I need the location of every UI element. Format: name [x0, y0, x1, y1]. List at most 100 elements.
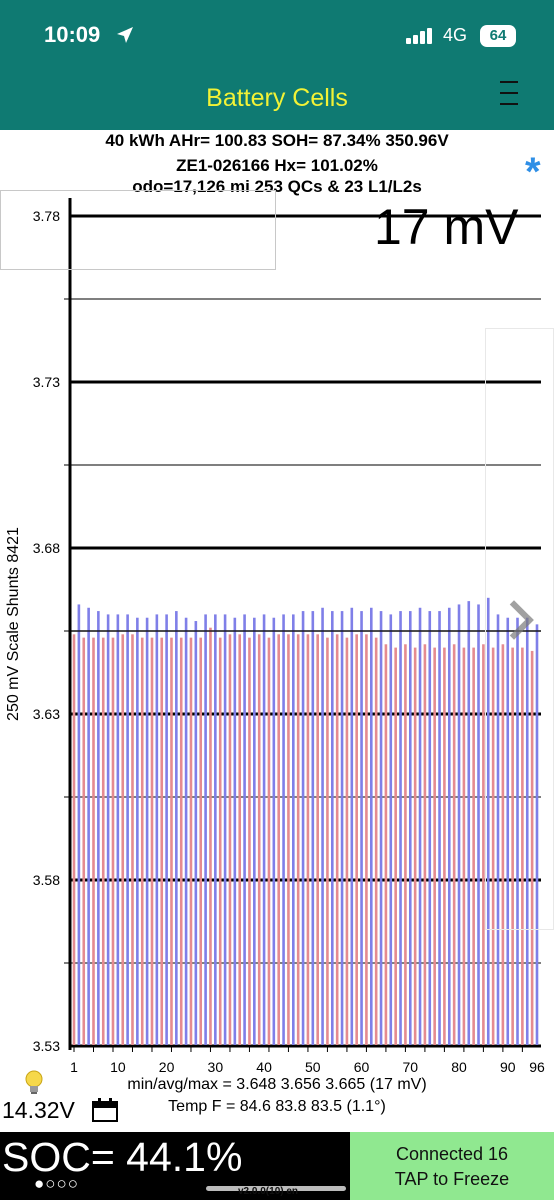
- cell-bar-51: [316, 634, 319, 1046]
- cell-bar-91: [511, 647, 514, 1046]
- menu-icon[interactable]: [498, 77, 522, 109]
- cell-bar-2: [77, 604, 81, 1046]
- cell-bar-3: [82, 637, 86, 1046]
- x-tick-label: 40: [256, 1059, 272, 1075]
- x-tick-label: 1: [70, 1059, 78, 1075]
- cell-bar-19: [160, 637, 164, 1046]
- cell-bar-21: [170, 637, 173, 1046]
- cell-bar-80: [457, 604, 461, 1046]
- x-tick-label: 20: [159, 1059, 175, 1075]
- cell-bar-24: [184, 617, 188, 1046]
- cell-bar-15: [140, 637, 144, 1046]
- cell-bar-6: [97, 611, 100, 1046]
- cell-bar-70: [408, 611, 412, 1046]
- cell-bar-28: [204, 614, 207, 1046]
- cell-bar-32: [223, 614, 227, 1046]
- cell-bar-63: [374, 637, 378, 1046]
- cell-bar-36: [243, 614, 246, 1046]
- cell-bar-96: [535, 624, 539, 1046]
- cell-bar-22: [175, 611, 178, 1046]
- cell-bar-48: [301, 611, 305, 1046]
- cell-bar-49: [306, 634, 310, 1046]
- x-tick-label: 60: [354, 1059, 370, 1075]
- home-indicator[interactable]: [206, 1186, 346, 1191]
- lightbulb-icon[interactable]: [24, 1070, 44, 1096]
- y-tick-label: 3.63: [33, 706, 60, 722]
- cell-bar-93: [521, 647, 524, 1046]
- cell-bar-74: [428, 611, 432, 1046]
- odometer-charges: odo=17,126 mi 253 QCs & 23 L1/L2s: [132, 177, 422, 196]
- cell-bar-66: [389, 614, 393, 1046]
- min-avg-max: min/avg/max = 3.648 3.656 3.665 (17 mV): [127, 1076, 427, 1093]
- cell-bar-42: [272, 617, 276, 1046]
- network-type: 4G: [443, 25, 468, 45]
- cell-bar-77: [443, 647, 446, 1046]
- cell-bar-9: [111, 637, 115, 1046]
- cell-bar-34: [233, 617, 237, 1046]
- cell-bar-7: [101, 637, 105, 1046]
- cell-bar-46: [292, 614, 295, 1046]
- status-bar: 10:09 4G 64: [0, 0, 554, 76]
- x-tick-label: 30: [208, 1059, 224, 1075]
- cell-bar-4: [87, 607, 90, 1046]
- cell-bar-27: [199, 637, 203, 1046]
- battery-level-icon: 64: [480, 25, 516, 47]
- x-tick-label: 90: [500, 1059, 516, 1075]
- y-tick-label: 3.73: [33, 374, 60, 390]
- cell-bar-18: [155, 614, 159, 1046]
- version-label: v2.0.0(10) en: [238, 1186, 299, 1197]
- aux-voltage: 14.32V: [2, 1097, 75, 1123]
- x-tick-label: 50: [305, 1059, 321, 1075]
- cell-bar-1: [72, 634, 76, 1046]
- cell-bar-30: [214, 614, 217, 1046]
- page-indicator[interactable]: ●○○○: [34, 1174, 80, 1193]
- cell-bar-35: [238, 634, 242, 1046]
- cell-bar-58: [350, 607, 354, 1046]
- cell-bar-94: [525, 617, 529, 1046]
- temperature: Temp F = 84.6 83.8 83.5 (1.1°): [168, 1098, 386, 1115]
- cell-bar-14: [136, 617, 139, 1046]
- cell-bar-38: [253, 617, 256, 1046]
- cell-bar-23: [179, 637, 183, 1046]
- cell-bar-29: [209, 627, 212, 1046]
- cell-bar-12: [126, 614, 129, 1046]
- location-arrow-icon: [117, 27, 133, 43]
- spread-label: 17 mV: [374, 199, 519, 255]
- cell-bar-13: [131, 634, 134, 1046]
- cell-bar-92: [516, 617, 519, 1046]
- y-tick-label: 3.78: [33, 208, 60, 224]
- cell-bar-26: [194, 621, 198, 1046]
- vin-health: ZE1-026166 Hx= 101.02%: [176, 156, 378, 175]
- cell-bar-83: [472, 647, 475, 1046]
- cell-bar-31: [218, 637, 222, 1046]
- connection-status: Connected 16: [395, 1144, 509, 1164]
- cell-bar-41: [267, 637, 271, 1046]
- pack-summary: 40 kWh AHr= 100.83 SOH= 87.34% 350.96V: [105, 131, 449, 150]
- tap-zone-left[interactable]: [0, 190, 276, 270]
- freeze-button[interactable]: Connected 16 TAP to Freeze: [350, 1132, 554, 1200]
- x-tick-label: 96: [529, 1059, 545, 1075]
- cell-bar-52: [321, 607, 324, 1046]
- cell-bar-75: [433, 647, 436, 1046]
- cell-bar-95: [530, 650, 534, 1046]
- cell-bar-89: [501, 644, 505, 1046]
- cell-bar-10: [116, 614, 120, 1046]
- cell-bar-67: [394, 647, 397, 1046]
- cell-bar-79: [452, 644, 456, 1046]
- y-axis-label: 250 mV Scale Shunts 8421: [5, 527, 22, 721]
- y-tick-label: 3.58: [33, 872, 60, 888]
- calendar-icon[interactable]: [92, 1098, 118, 1122]
- y-tick-label: 3.53: [33, 1038, 60, 1054]
- cell-bar-82: [467, 601, 471, 1046]
- freeze-label: TAP to Freeze: [394, 1169, 510, 1189]
- cell-bar-68: [399, 611, 402, 1046]
- cell-bar-90: [506, 617, 510, 1046]
- cell-bar-55: [335, 634, 339, 1046]
- cell-bar-53: [326, 637, 329, 1046]
- cell-bar-40: [262, 614, 266, 1046]
- x-tick-label: 70: [402, 1059, 418, 1075]
- cell-bar-81: [462, 647, 466, 1046]
- star-icon[interactable]: *: [525, 150, 541, 194]
- cell-bar-86: [486, 597, 490, 1046]
- cell-bar-20: [165, 614, 168, 1046]
